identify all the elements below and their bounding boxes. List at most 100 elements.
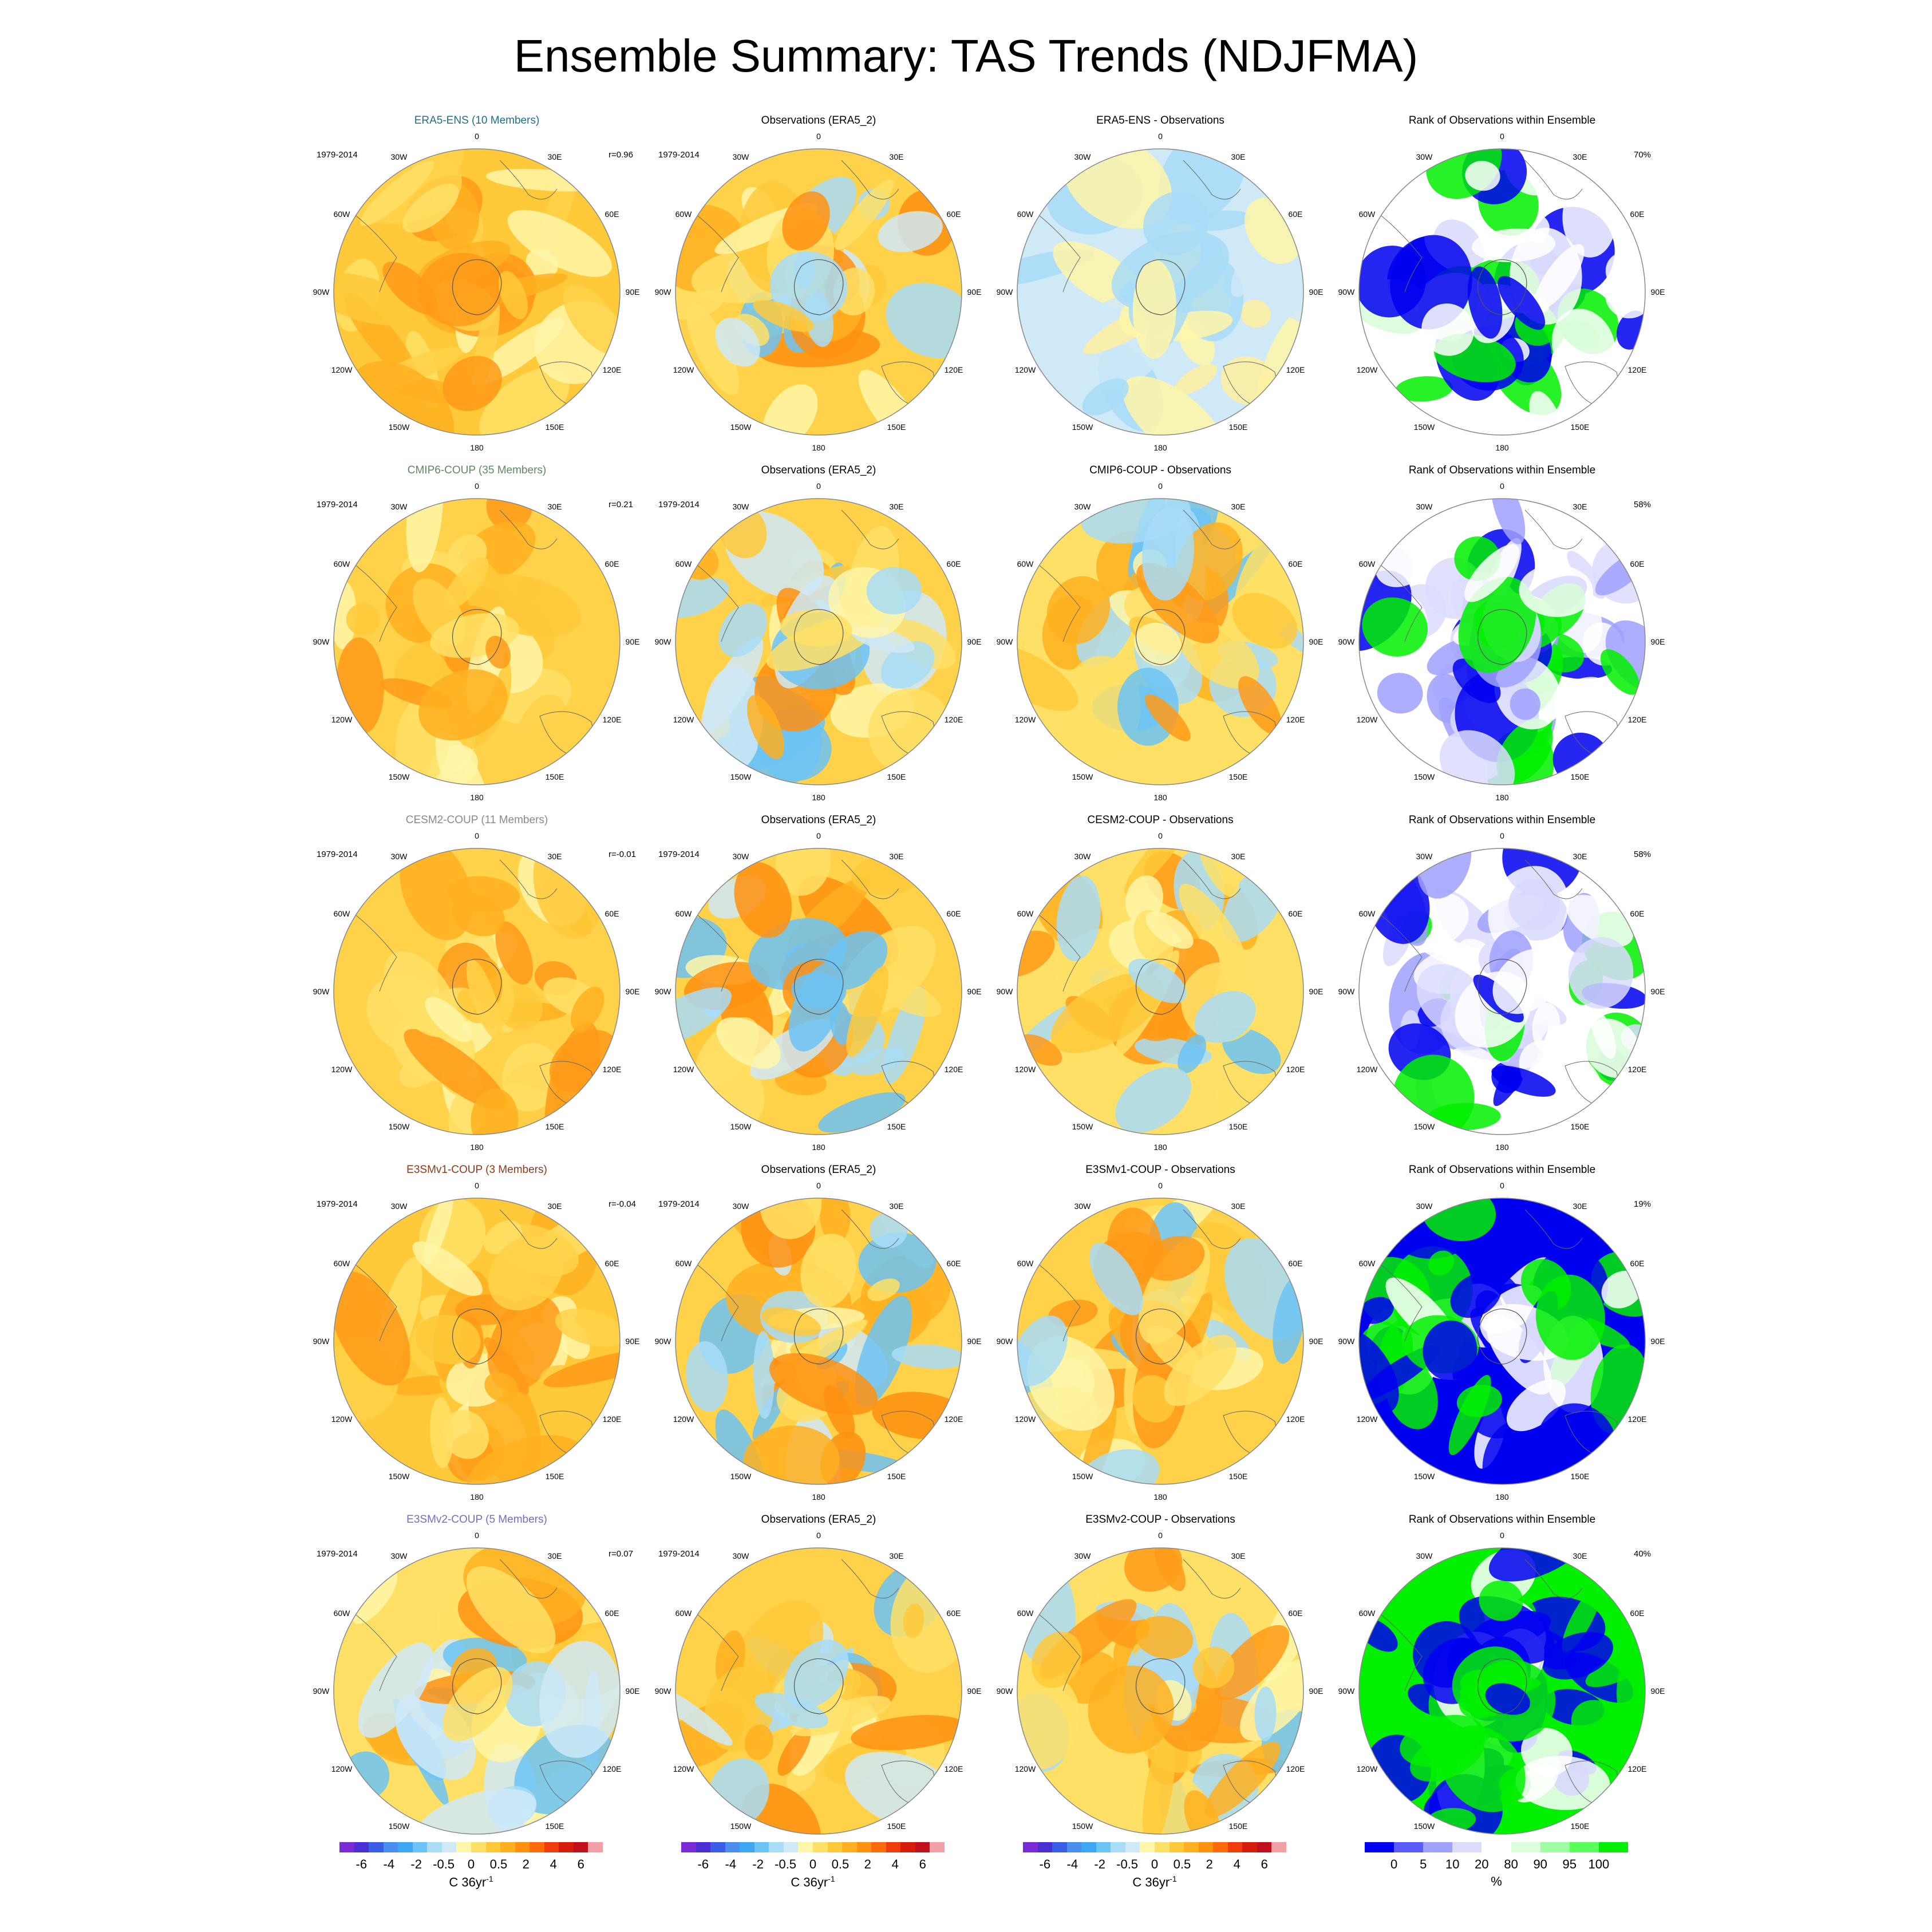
longitude-label: 60W (333, 1259, 350, 1268)
longitude-label: 150W (1072, 1472, 1093, 1481)
obs-title: Observations (ERA5_2) (761, 114, 876, 127)
longitude-label: 180 (1495, 1492, 1509, 1502)
colorbar-swatch (1511, 1842, 1541, 1852)
colorbar-tick-label: -4 (1066, 1857, 1078, 1871)
longitude-label: 180 (812, 793, 825, 802)
longitude-label: 120W (1014, 1065, 1036, 1074)
longitude-label: 120W (673, 1065, 694, 1074)
longitude-label: 150E (545, 1472, 564, 1481)
longitude-label: 90W (1338, 1686, 1355, 1696)
longitude-label: 30W (1416, 1202, 1433, 1211)
model-title: E3SMv1-COUP (3 Members) (406, 1164, 547, 1176)
colorbar-swatch (1155, 1842, 1170, 1852)
obs-panel: Observations (ERA5_2) 1979-2014 0 30E 60E 90E… (647, 1164, 990, 1513)
colorbar-tick-label: -4 (383, 1857, 395, 1871)
longitude-label: 60E (1630, 210, 1645, 219)
longitude-label: 120E (944, 365, 963, 374)
rank-percent-label: 58% (1634, 500, 1652, 509)
trend-colorbar: -6 -4 -2 -0.5 0 0.5 2 4 6 C 36yr-1 (339, 1842, 603, 1894)
longitude-label: 180 (1495, 1143, 1509, 1152)
longitude-label: 120E (944, 1065, 963, 1074)
longitude-label: 90E (625, 1337, 640, 1346)
correlation-label: r=-0.04 (609, 1199, 636, 1209)
longitude-label: 150E (1228, 1122, 1248, 1131)
colorbar-tick-label: -2 (410, 1857, 422, 1871)
obs-panel: Observations (ERA5_2) 1979-2014 0 30E 60E 90E… (647, 1514, 990, 1863)
longitude-label: 150W (1413, 1472, 1435, 1481)
colorbar-tick-label: 20 (1475, 1857, 1489, 1871)
colorbar-swatch (900, 1842, 916, 1852)
longitude-label: 120E (1627, 1065, 1647, 1074)
longitude-label: 120W (1014, 365, 1036, 374)
longitude-label: 120E (1286, 1415, 1305, 1424)
longitude-label: 180 (1153, 443, 1167, 452)
longitude-label: 90W (313, 1686, 330, 1696)
longitude-label: 0 (816, 132, 821, 141)
longitude-label: 60W (333, 559, 350, 568)
longitude-label: 60W (675, 1609, 692, 1618)
longitude-label: 60E (1288, 1609, 1303, 1618)
longitude-label: 150E (545, 772, 564, 781)
longitude-label: 90W (996, 1337, 1013, 1346)
longitude-label: 30W (390, 502, 408, 511)
colorbar-tick-label: 4 (550, 1857, 557, 1871)
rank-colorbar: 0 5 10 20 80 90 95 100% (1365, 1842, 1629, 1894)
longitude-label: 30E (889, 152, 904, 161)
longitude-label: 120W (673, 715, 694, 724)
longitude-label: 0 (475, 1181, 479, 1190)
rank-panel: Rank of Observations within Ensemble 58% 0… (1330, 814, 1674, 1163)
longitude-label: 30W (390, 1202, 408, 1211)
longitude-label: 60E (946, 1259, 961, 1268)
rank-percent-label: 70% (1634, 150, 1652, 160)
period-label: 1979-2014 (317, 1199, 358, 1209)
colorbar-tick-label: 6 (1261, 1857, 1268, 1871)
longitude-label: 30E (547, 1202, 562, 1211)
longitude-label: 60E (1288, 1259, 1303, 1268)
colorbar-swatch (725, 1842, 740, 1852)
correlation-label: r=0.96 (609, 150, 633, 160)
longitude-label: 120E (602, 365, 622, 374)
longitude-label: 90E (1650, 1686, 1665, 1696)
colorbar-tick-label: 0.5 (1173, 1857, 1191, 1871)
period-label: 1979-2014 (658, 850, 700, 859)
longitude-label: 150W (730, 1822, 752, 1831)
longitude-label: 120W (1014, 715, 1036, 724)
longitude-label: 150W (1072, 772, 1093, 781)
longitude-label: 30W (1416, 1551, 1433, 1560)
longitude-label: 150W (388, 1822, 410, 1831)
colorbar-swatch (1452, 1842, 1482, 1852)
colorbar-swatch (1096, 1842, 1111, 1852)
longitude-label: 90W (1338, 287, 1355, 297)
longitude-label: 30W (1416, 502, 1433, 511)
longitude-label: 150W (388, 772, 410, 781)
longitude-label: 150E (887, 1472, 906, 1481)
longitude-label: 30W (732, 502, 749, 511)
longitude-label: 0 (1158, 132, 1163, 141)
longitude-label: 90W (654, 287, 671, 297)
longitude-label: 60E (1288, 909, 1303, 918)
longitude-label: 120W (1356, 715, 1378, 724)
colorbar-swatch (1242, 1842, 1258, 1852)
longitude-label: 60W (1017, 559, 1034, 568)
longitude-label: 120E (1286, 715, 1305, 724)
correlation-label: r=-0.01 (609, 850, 636, 859)
longitude-label: 30W (1416, 152, 1433, 161)
model-panel: E3SMv2-COUP (5 Members) 1979-2014 r=0.07 0 3… (305, 1514, 649, 1863)
longitude-label: 120E (944, 1415, 963, 1424)
colorbar-tick-label: -6 (697, 1857, 709, 1871)
colorbar-swatch (1081, 1842, 1097, 1852)
longitude-label: 60W (675, 210, 692, 219)
longitude-label: 150E (1228, 1822, 1248, 1831)
longitude-label: 60E (605, 1259, 619, 1268)
rank-title: Rank of Observations within Ensemble (1408, 1164, 1596, 1176)
colorbar-swatch (1066, 1842, 1082, 1852)
longitude-label: 60W (1358, 1609, 1376, 1618)
longitude-label: 90E (1309, 287, 1323, 297)
colorbar-tick-label: 2 (864, 1857, 871, 1871)
longitude-label: 30W (732, 852, 749, 861)
longitude-label: 150E (1570, 1472, 1590, 1481)
longitude-label: 150E (545, 1122, 564, 1131)
longitude-label: 90W (654, 1337, 671, 1346)
longitude-label: 90W (313, 287, 330, 297)
polar-map (675, 1547, 962, 1835)
